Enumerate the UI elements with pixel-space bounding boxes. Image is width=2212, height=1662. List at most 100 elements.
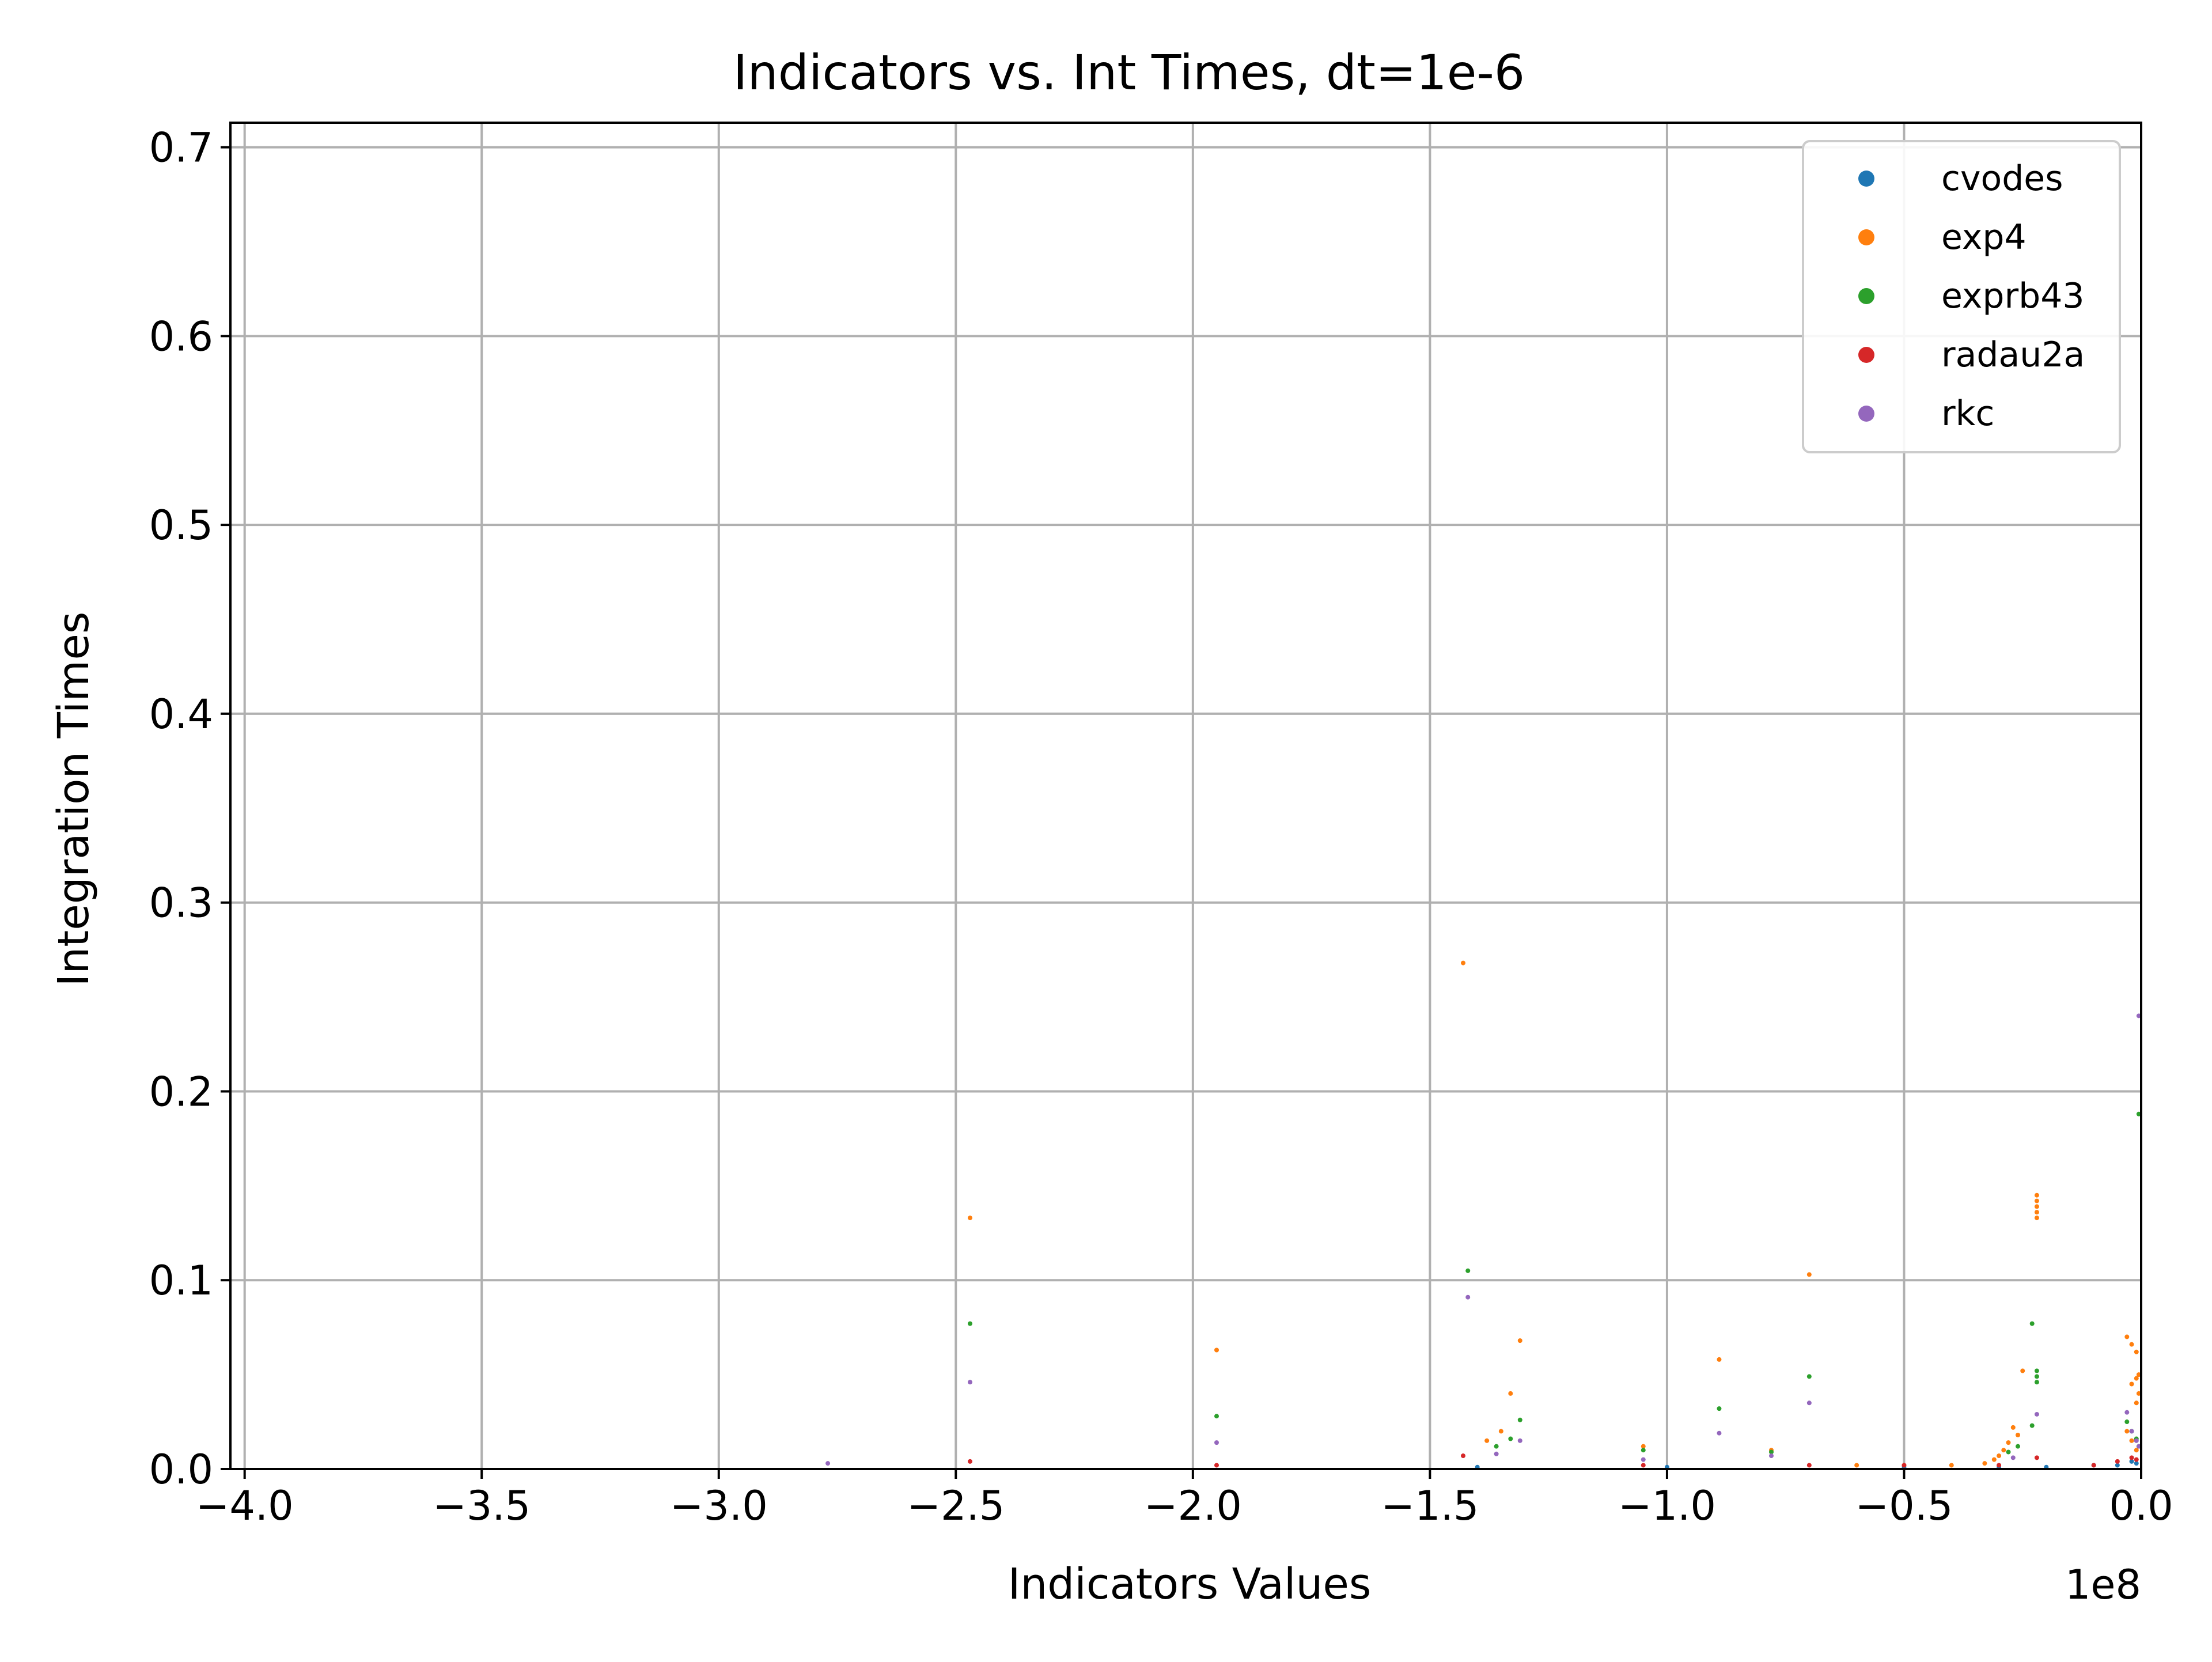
exprb43-point — [2034, 1368, 2039, 1373]
exprb43-point — [1517, 1417, 1522, 1422]
y-axis-label: Integration Times — [49, 612, 99, 987]
radau2a-point — [1902, 1463, 1907, 1468]
legend-marker-cvodes — [1858, 171, 1874, 187]
x-axis-offset-label: 1e8 — [2065, 1561, 2141, 1608]
exp4-point — [1854, 1463, 1859, 1468]
exprb43-point — [1769, 1449, 1774, 1455]
exp4-point — [1498, 1429, 1503, 1434]
x-tick-label: −2.0 — [1144, 1482, 1242, 1530]
exp4-point — [2129, 1438, 2134, 1443]
rkc-point — [825, 1461, 831, 1466]
y-tick-label: 0.5 — [149, 502, 213, 549]
exprb43-point — [1465, 1268, 1471, 1273]
rkc-point — [2134, 1438, 2139, 1443]
exprb43-point — [2016, 1444, 2020, 1449]
exp4-point — [1717, 1357, 1722, 1362]
rkc-point — [2129, 1429, 2134, 1434]
x-tick-label: 0.0 — [2109, 1482, 2173, 1530]
radau2a-point — [1214, 1463, 1219, 1468]
legend-marker-exp4 — [1858, 229, 1874, 245]
radau2a-point — [2115, 1459, 2120, 1464]
x-tick-label: −1.5 — [1381, 1482, 1479, 1530]
exp4-point — [1461, 960, 1465, 966]
exp4-point — [2010, 1425, 2016, 1430]
exp4-point — [2136, 1391, 2141, 1396]
series-exp4 — [968, 960, 2141, 1468]
x-tick-label: −3.0 — [670, 1482, 768, 1530]
exp4-point — [2006, 1440, 2011, 1445]
y-tick-label: 0.0 — [149, 1446, 213, 1493]
exp4-point — [1991, 1457, 1997, 1462]
y-tick-label: 0.4 — [149, 691, 213, 738]
radau2a-point — [1641, 1463, 1646, 1468]
exp4-point — [1508, 1391, 1513, 1396]
y-tick-label: 0.6 — [149, 313, 213, 360]
rkc-point — [1494, 1451, 1499, 1456]
exprb43-point — [968, 1321, 972, 1326]
exp4-point — [2020, 1368, 2025, 1373]
exp4-point — [2016, 1433, 2020, 1438]
legend: cvodes exp4 exprb43 radau2a rkc — [1802, 140, 2121, 453]
plot-frame — [229, 122, 2142, 1470]
legend-label-rkc: rkc — [1941, 393, 1994, 434]
exprb43-point — [2034, 1380, 2039, 1385]
exprb43-point — [2136, 1111, 2141, 1116]
y-tick-label: 0.2 — [149, 1068, 213, 1115]
exp4-point — [1949, 1463, 1954, 1468]
exprb43-point — [1717, 1406, 1722, 1411]
exp4-point — [1484, 1438, 1490, 1443]
y-tick-label: 0.3 — [149, 880, 213, 927]
exp4-point — [2134, 1400, 2139, 1406]
exp4-point — [2001, 1448, 2006, 1453]
y-tick-label: 0.1 — [149, 1257, 213, 1304]
exp4-point — [2034, 1198, 2039, 1203]
legend-box — [1802, 140, 2121, 453]
exp4-point — [2129, 1381, 2134, 1387]
exprb43-point — [2029, 1423, 2035, 1428]
exprb43-point — [1508, 1436, 1513, 1441]
legend-marker-radau2a — [1858, 347, 1874, 363]
radau2a-point — [2129, 1455, 2134, 1460]
exp4-point — [2134, 1448, 2139, 1453]
data-points — [825, 960, 2141, 1470]
exp4-point — [1214, 1347, 1219, 1353]
x-tick-label: −2.5 — [907, 1482, 1005, 1530]
rkc-point — [1214, 1440, 1219, 1445]
exp4-point — [2034, 1192, 2039, 1198]
rkc-point — [1806, 1400, 1812, 1406]
exprb43-point — [1641, 1448, 1646, 1453]
exp4-point — [1641, 1444, 1646, 1449]
exprb43-point — [1214, 1414, 1219, 1419]
rkc-point — [2034, 1411, 2039, 1417]
legend-marker-exprb43 — [1858, 288, 1874, 304]
rkc-point — [1517, 1438, 1522, 1443]
exp4-point — [2134, 1376, 2139, 1381]
cvodes-point — [2134, 1461, 2139, 1466]
exp4-point — [2134, 1349, 2139, 1354]
exp4-point — [2034, 1216, 2039, 1221]
rkc-point — [2010, 1455, 2016, 1460]
series-radau2a — [968, 1453, 2139, 1468]
rkc-point — [2136, 1444, 2141, 1449]
rkc-point — [2124, 1410, 2130, 1415]
exprb43-point — [2006, 1449, 2011, 1455]
axis-ticks: −4.0 −3.5 −3.0 −2.5 −2.0 −1.5 −1.0 −0.5 0.0 0.0 0.… — [149, 124, 2173, 1530]
rkc-point — [1641, 1457, 1646, 1462]
radau2a-point — [2091, 1463, 2096, 1468]
cvodes-point — [2129, 1459, 2134, 1464]
legend-marker-rkc — [1858, 406, 1874, 422]
exp4-point — [2136, 1372, 2141, 1377]
x-tick-label: −1.0 — [1618, 1482, 1716, 1530]
legend-label-radau2a: radau2a — [1941, 335, 2085, 375]
exp4-point — [2034, 1204, 2039, 1209]
exp4-point — [1997, 1453, 2002, 1459]
legend-label-exp4: exp4 — [1941, 217, 2027, 258]
exprb43-point — [2124, 1419, 2130, 1425]
exp4-point — [2129, 1342, 2134, 1347]
exp4-point — [1806, 1272, 1812, 1277]
radau2a-point — [2134, 1457, 2139, 1462]
x-tick-label: −3.5 — [433, 1482, 531, 1530]
exprb43-point — [1806, 1374, 1812, 1379]
exp4-point — [1517, 1338, 1522, 1343]
